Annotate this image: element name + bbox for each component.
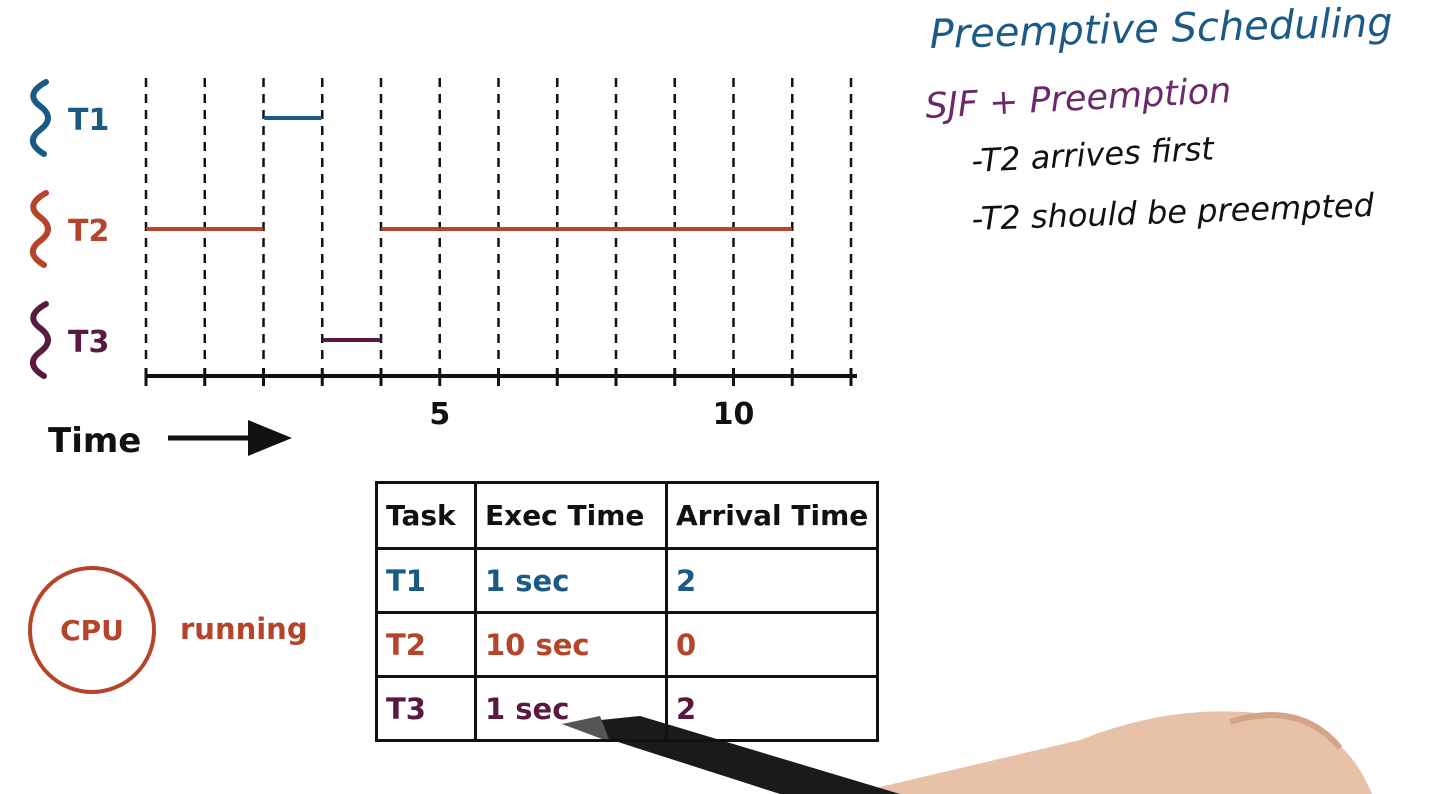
x-axis-label: Time [48, 421, 141, 461]
x-tick-label: 10 [713, 397, 755, 432]
arrival-time-cell: 2 [664, 547, 880, 614]
thread-label: T3 [68, 325, 109, 360]
notes-subtitle: SJF + Preemption [924, 71, 1232, 127]
notes-bullet: -T2 should be preempted [971, 186, 1375, 238]
arrival-time-cell: 2 [664, 675, 880, 742]
cpu-circle: CPU [28, 566, 156, 694]
notes-title: Preemptive Scheduling [929, 0, 1393, 58]
task-cell: T2 [375, 611, 477, 678]
exec-time-cell: 1 sec [474, 675, 668, 742]
x-tick-label: 5 [429, 397, 450, 432]
thread-label: T1 [68, 103, 109, 138]
arrival-time-cell: 0 [664, 611, 880, 678]
thread-squiggle-icon [30, 79, 51, 157]
thread-squiggle-icon [30, 301, 51, 379]
notes-bullet: -T2 arrives first [970, 129, 1216, 180]
table-row: T2 10 sec 0 [375, 611, 880, 678]
task-table: Task Exec Time Arrival Time T1 1 sec 2 T… [375, 481, 880, 742]
table-header-row: Task Exec Time Arrival Time [375, 481, 880, 550]
exec-time-cell: 1 sec [474, 547, 668, 614]
table-row: T1 1 sec 2 [375, 547, 880, 614]
time-arrow-icon [168, 420, 292, 456]
cpu-status: running [180, 612, 308, 646]
exec-time-cell: 10 sec [474, 611, 668, 678]
timeline-grid: 5 10 [144, 78, 857, 432]
task-cell: T1 [375, 547, 477, 614]
column-header-exec-time: Exec Time [474, 481, 668, 550]
thread-squiggle-icon [30, 190, 51, 268]
thread-label: T2 [68, 214, 109, 249]
table-row: T3 1 sec 2 [375, 675, 880, 742]
timeline-bars [146, 116, 793, 342]
column-header-task: Task [375, 481, 477, 550]
task-cell: T3 [375, 675, 477, 742]
thread-labels: T1 T2 T3 [30, 79, 109, 379]
column-header-arrival-time: Arrival Time [664, 481, 880, 550]
cpu-label: CPU [60, 613, 124, 647]
